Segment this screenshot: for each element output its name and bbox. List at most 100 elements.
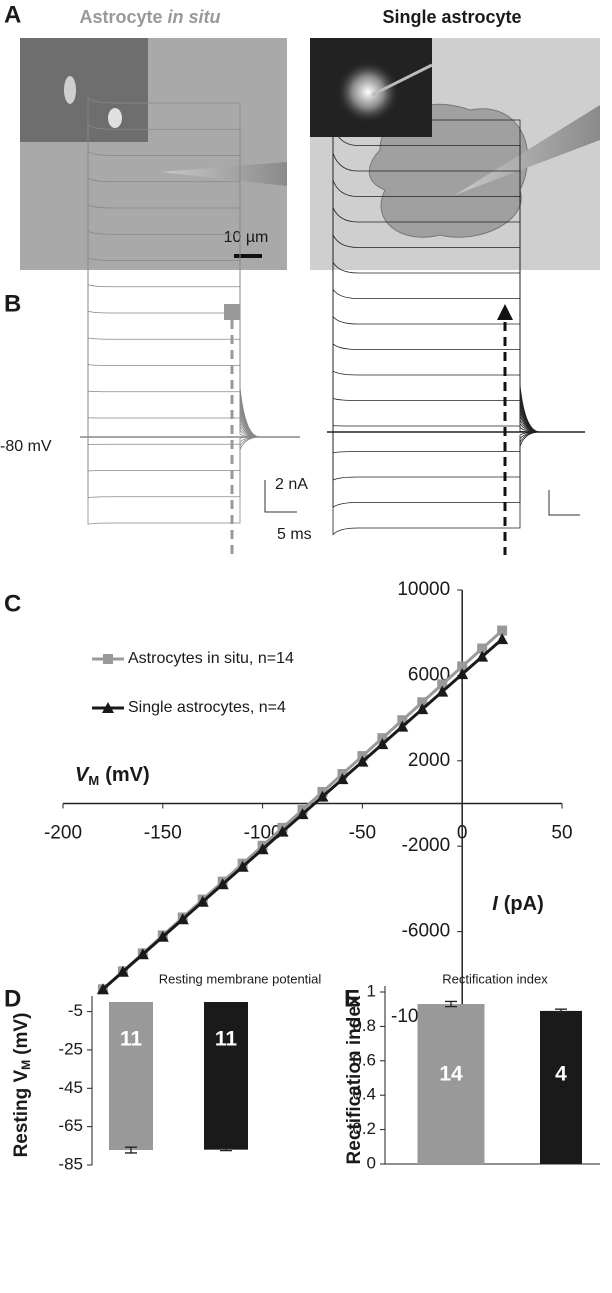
n-label: 11 <box>120 1028 143 1051</box>
n-label: 14 <box>439 1063 463 1086</box>
trace <box>332 315 541 433</box>
label-symbol: V <box>75 764 90 786</box>
trace <box>332 425 541 433</box>
bar <box>204 1002 248 1150</box>
trace <box>87 257 261 438</box>
point <box>136 948 149 960</box>
trace <box>87 204 261 438</box>
title-part: Astrocyte <box>79 7 162 27</box>
y-tick-label: -2000 <box>402 835 451 856</box>
point <box>436 685 449 697</box>
y-tick-label: 10000 <box>397 579 450 600</box>
point <box>497 625 508 636</box>
point <box>437 679 448 690</box>
point <box>196 895 209 907</box>
trace <box>332 431 541 509</box>
point <box>457 661 468 672</box>
error-bar <box>125 1146 137 1154</box>
y-axis-label: Resting VM (mV) <box>11 1013 33 1158</box>
label-symbol: I <box>492 893 498 915</box>
trace <box>87 390 261 438</box>
label-subscript: M <box>88 773 99 788</box>
panel-letter: A <box>4 1 21 28</box>
trace <box>332 431 541 481</box>
image-title: Single astrocyte <box>382 7 521 27</box>
x-axis-label: VM (mV) <box>75 764 150 788</box>
point <box>456 668 469 680</box>
chart-title: Resting membrane potential <box>159 971 322 986</box>
trace <box>87 364 261 438</box>
y-tick-label: -45 <box>58 1078 83 1097</box>
y-tick-label: -5 <box>68 1001 83 1020</box>
label-unit: (mV) <box>105 764 149 786</box>
trace <box>87 230 261 438</box>
n-label: 11 <box>215 1028 238 1051</box>
scale-label: 2 nA <box>275 476 308 493</box>
trace <box>87 310 261 438</box>
y-tick-label: 2000 <box>408 750 450 771</box>
point <box>477 643 488 654</box>
point <box>256 843 269 855</box>
x-tick-label: 50 <box>551 823 572 844</box>
error-bar <box>445 1000 457 1008</box>
error-bar <box>220 1148 232 1152</box>
trace <box>87 436 261 525</box>
trace <box>332 397 541 433</box>
trace <box>332 287 541 433</box>
point <box>476 650 489 662</box>
x-tick-label: 0 <box>457 823 468 844</box>
trace <box>332 261 541 433</box>
x-tick-label: -50 <box>349 823 376 844</box>
scale-bar <box>548 490 580 516</box>
label-unit: (pA) <box>504 893 544 915</box>
point <box>236 860 249 872</box>
y-tick-label: 0.8 <box>352 1016 376 1035</box>
trace <box>87 436 261 499</box>
trace <box>87 436 261 445</box>
point <box>336 773 349 785</box>
point <box>396 720 409 732</box>
x-tick-label: -200 <box>44 823 82 844</box>
point <box>496 633 509 645</box>
trace <box>87 284 261 438</box>
point <box>276 825 289 837</box>
point <box>96 983 109 995</box>
current-traces <box>80 97 585 555</box>
point <box>316 790 329 802</box>
y-axis-label: Rectification index <box>344 995 365 1164</box>
micrograph-in-situ: 10 µm <box>20 38 287 270</box>
label-text: Resting V <box>11 1069 32 1157</box>
y-tick-label: 0.2 <box>352 1119 376 1138</box>
marker-square <box>224 304 240 320</box>
y-axis-label: I (pA) <box>492 893 544 915</box>
trace <box>332 431 541 536</box>
legend-marker <box>102 702 114 713</box>
point <box>417 697 428 708</box>
title-part: in situ <box>168 7 221 27</box>
label-unit: (mV) <box>11 1013 32 1055</box>
trace <box>87 436 261 472</box>
x-tick-label: -150 <box>144 823 182 844</box>
bar <box>417 1004 485 1164</box>
legend-label: Single astrocytes, n=4 <box>128 699 286 716</box>
point <box>416 703 429 715</box>
trace <box>87 417 261 438</box>
micrograph-single <box>310 38 600 270</box>
panel-letter: B <box>4 290 21 317</box>
panel-letter: D <box>4 985 21 1012</box>
trace <box>87 337 261 438</box>
y-tick-label: -65 <box>58 1116 83 1135</box>
point <box>376 738 389 750</box>
bar <box>109 1002 153 1151</box>
y-tick-label: -6000 <box>402 921 451 942</box>
point <box>397 715 408 726</box>
y-tick-label: 0 <box>367 1153 376 1172</box>
scale-bar <box>264 480 297 513</box>
label-subscript: M <box>19 1060 33 1070</box>
legend-label: Astrocytes in situ, n=14 <box>128 650 294 667</box>
trace <box>332 234 541 433</box>
point <box>176 913 189 925</box>
holding-label: -80 mV <box>0 438 52 455</box>
trace <box>332 370 541 433</box>
scale-label: 5 ms <box>277 526 312 543</box>
